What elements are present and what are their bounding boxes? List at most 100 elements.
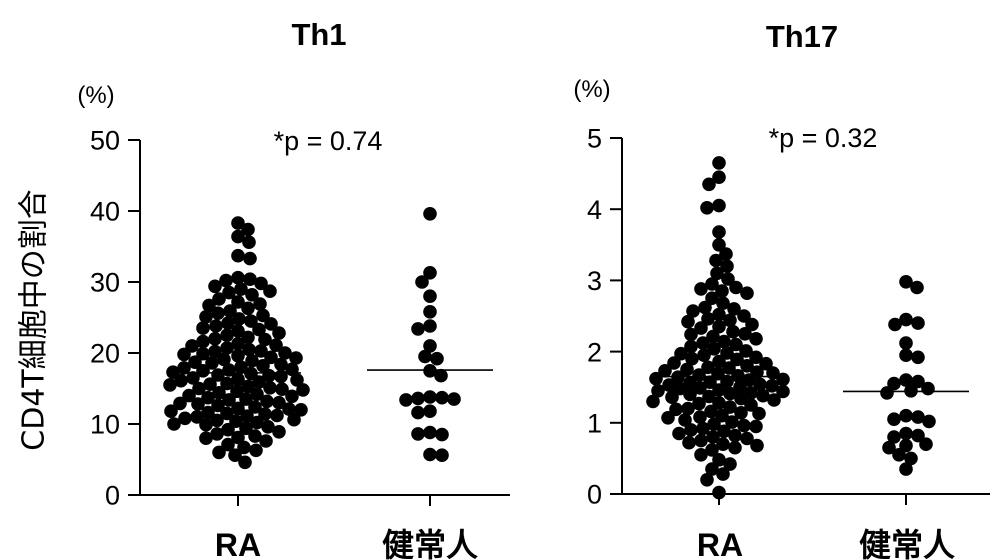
data-point xyxy=(201,390,215,405)
data-point xyxy=(749,332,763,346)
data-point xyxy=(683,387,697,402)
data-point xyxy=(272,326,286,340)
data-point xyxy=(749,419,763,434)
data-point xyxy=(239,392,253,406)
data-point xyxy=(270,408,284,423)
data-point xyxy=(700,473,714,487)
data-point xyxy=(705,291,719,306)
data-point xyxy=(196,364,210,378)
data-point xyxy=(264,317,278,331)
data-point xyxy=(430,351,444,366)
data-point xyxy=(208,279,222,294)
data-point xyxy=(696,336,710,350)
data-point xyxy=(248,400,262,414)
data-point xyxy=(415,275,429,289)
data-point xyxy=(712,307,726,322)
data-point xyxy=(694,321,708,335)
data-point xyxy=(674,346,688,361)
data-point xyxy=(212,386,226,400)
data-point xyxy=(706,430,720,444)
data-point xyxy=(231,349,245,363)
data-point xyxy=(694,433,708,448)
data-point xyxy=(290,373,304,387)
data-point xyxy=(899,438,913,453)
data-point xyxy=(740,431,754,446)
data-point xyxy=(254,276,268,291)
y-tick-label: 10 xyxy=(90,410,120,440)
data-point xyxy=(423,404,437,419)
data-point xyxy=(435,427,449,442)
data-point xyxy=(911,410,925,424)
data-point xyxy=(256,308,270,323)
data-point xyxy=(258,407,272,421)
data-point xyxy=(241,222,255,237)
data-point xyxy=(697,348,711,363)
p-value-annotation: *p = 0.32 xyxy=(769,123,878,153)
data-point xyxy=(717,334,731,349)
data-point xyxy=(887,430,901,444)
data-point xyxy=(888,317,902,332)
category-label-ra: RA xyxy=(215,527,261,560)
data-point xyxy=(230,384,244,399)
data-point xyxy=(767,393,781,407)
data-point xyxy=(205,356,219,370)
data-point xyxy=(720,374,734,389)
data-point xyxy=(241,301,255,316)
data-point xyxy=(222,285,236,300)
th17-plot-area: 0 1 2 3 4 5 xyxy=(587,124,990,510)
data-point xyxy=(294,403,308,417)
y-tick-label: 1 xyxy=(587,409,602,439)
data-point xyxy=(243,251,257,266)
data-point xyxy=(715,284,729,298)
data-point xyxy=(722,361,736,375)
data-point xyxy=(684,423,698,437)
data-point xyxy=(249,443,263,458)
data-point xyxy=(399,393,413,407)
th1-plot-area: 0 10 20 30 40 50 xyxy=(90,126,510,511)
data-point xyxy=(411,322,425,336)
data-point xyxy=(700,201,714,215)
data-point xyxy=(423,305,437,319)
data-point xyxy=(231,401,245,416)
data-point xyxy=(899,426,913,441)
data-point xyxy=(658,364,672,378)
data-point xyxy=(423,390,437,404)
data-point xyxy=(712,225,726,239)
data-point xyxy=(250,415,264,430)
data-point xyxy=(185,339,199,353)
data-point xyxy=(241,379,255,394)
unit-label: (%) xyxy=(573,76,610,103)
data-point xyxy=(911,374,925,389)
data-point xyxy=(712,156,726,170)
unit-label: (%) xyxy=(77,82,114,109)
data-point xyxy=(243,272,257,287)
data-point xyxy=(192,381,206,396)
y-tick-label: 30 xyxy=(90,268,120,298)
data-point xyxy=(705,277,719,291)
data-point xyxy=(231,324,245,338)
data-point xyxy=(729,280,743,295)
data-point xyxy=(190,410,204,424)
th17-panel: Th17 (%) *p = 0.32 RA 健常人 0 1 2 3 4 5 xyxy=(573,19,990,560)
data-point xyxy=(423,289,437,304)
data-point xyxy=(705,443,719,457)
point-group xyxy=(399,207,461,463)
data-point xyxy=(715,408,729,423)
data-point xyxy=(423,447,437,462)
data-point xyxy=(263,284,277,299)
data-point xyxy=(188,355,202,370)
data-point xyxy=(649,371,663,386)
data-point xyxy=(661,411,675,425)
data-point xyxy=(252,375,266,389)
data-point xyxy=(231,216,245,230)
data-point xyxy=(289,351,303,365)
data-point xyxy=(211,398,225,413)
data-point xyxy=(260,394,274,409)
th1-panel: Th1 (%) *p = 0.74 RA 健常人 0 10 20 30 40 50 xyxy=(77,17,510,560)
data-point xyxy=(678,413,692,427)
data-point xyxy=(174,373,188,388)
data-point xyxy=(720,346,734,360)
data-point xyxy=(899,373,913,387)
data-point xyxy=(234,360,248,375)
